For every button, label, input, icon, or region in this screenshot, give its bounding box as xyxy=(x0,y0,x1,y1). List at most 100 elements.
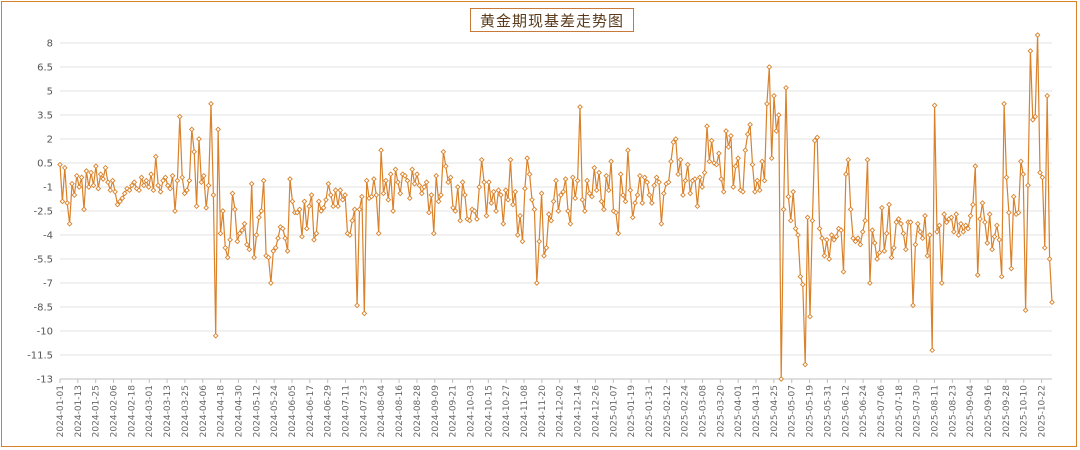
data-point xyxy=(351,206,358,213)
data-point xyxy=(378,147,384,154)
data-point xyxy=(622,198,629,205)
x-tick-label: 2025-09-04 xyxy=(966,385,976,438)
data-point xyxy=(447,174,454,181)
x-tick-label: 2024-02-18 xyxy=(127,385,137,438)
data-point xyxy=(397,190,404,197)
data-point xyxy=(871,240,878,246)
data-point xyxy=(488,200,495,206)
data-point xyxy=(804,214,811,221)
x-tick-label: 2024-04-06 xyxy=(199,385,209,438)
data-point xyxy=(526,171,533,178)
data-point xyxy=(725,144,732,150)
data-point xyxy=(641,174,648,181)
data-point xyxy=(368,193,375,200)
data-point xyxy=(136,187,142,194)
data-point xyxy=(732,163,739,170)
data-point xyxy=(787,217,794,224)
data-point xyxy=(831,236,837,243)
data-point xyxy=(646,192,653,198)
data-point xyxy=(416,182,423,189)
data-point xyxy=(258,208,265,214)
x-tick-label: 2025-03-20 xyxy=(716,385,726,438)
data-point xyxy=(327,192,334,198)
data-point xyxy=(426,209,432,216)
x-tick-label: 2024-11-08 xyxy=(520,385,530,438)
data-point xyxy=(531,206,538,213)
data-point xyxy=(785,193,792,200)
data-point xyxy=(114,201,121,208)
data-point xyxy=(900,230,907,237)
data-point xyxy=(991,233,998,240)
x-tick-label: 2024-07-11 xyxy=(342,385,352,437)
data-point xyxy=(1049,299,1055,306)
data-point xyxy=(749,161,756,168)
data-point xyxy=(677,156,684,163)
y-tick-label: 0.5 xyxy=(37,159,53,170)
data-point xyxy=(464,216,471,222)
data-point xyxy=(819,235,825,242)
data-point xyxy=(603,172,610,179)
x-tick-label: 2025-04-01 xyxy=(734,385,744,437)
data-point xyxy=(459,179,466,186)
data-point xyxy=(203,204,210,211)
data-point xyxy=(409,166,416,173)
data-point xyxy=(869,227,876,234)
data-point xyxy=(265,254,272,261)
x-tick-label: 2025-07-30 xyxy=(913,385,923,438)
y-tick-label: -5.5 xyxy=(33,255,53,266)
data-point xyxy=(119,195,126,202)
data-point xyxy=(713,161,720,168)
x-tick-label: 2025-07-18 xyxy=(895,385,905,438)
x-tick-label: 2024-12-26 xyxy=(591,385,601,438)
data-point xyxy=(510,201,516,208)
data-point xyxy=(768,155,775,162)
data-point xyxy=(867,280,873,286)
data-point xyxy=(337,187,344,194)
data-point xyxy=(1018,158,1024,165)
data-point xyxy=(404,177,411,184)
data-point xyxy=(88,169,94,176)
data-point xyxy=(965,225,971,232)
data-point xyxy=(383,177,389,184)
data-point xyxy=(117,198,123,205)
y-tick-label: 5 xyxy=(47,87,53,98)
data-point xyxy=(948,214,955,221)
data-point xyxy=(553,177,559,184)
data-point xyxy=(962,222,969,229)
data-point xyxy=(728,132,734,139)
data-point xyxy=(538,190,545,197)
data-point xyxy=(167,185,174,192)
x-tick-label: 2024-03-01 xyxy=(145,385,155,437)
x-tick-label: 2024-04-30 xyxy=(234,385,244,438)
data-point xyxy=(560,188,567,195)
x-tick-label: 2024-02-06 xyxy=(110,385,120,438)
data-point xyxy=(174,177,181,184)
data-point xyxy=(121,190,128,197)
data-point xyxy=(773,128,780,134)
data-point xyxy=(814,134,821,141)
data-point xyxy=(275,235,281,242)
data-point xyxy=(898,220,904,227)
data-point xyxy=(251,254,257,261)
data-point xyxy=(548,217,555,224)
data-point xyxy=(66,220,73,227)
x-axis-ticks: 2024-01-01 2024-01-13 2024-01-25 2024-02-06… xyxy=(56,379,1048,437)
data-point xyxy=(76,184,83,190)
data-point xyxy=(569,174,576,181)
x-tick-label: 2025-03-08 xyxy=(698,385,708,438)
data-point xyxy=(210,192,217,198)
data-point xyxy=(783,84,789,91)
data-point xyxy=(392,166,399,173)
x-tick-label: 2024-06-29 xyxy=(324,385,334,438)
data-point xyxy=(797,273,804,280)
data-point xyxy=(591,164,598,171)
data-point xyxy=(428,192,435,198)
data-point xyxy=(363,177,370,184)
data-point xyxy=(720,188,727,195)
data-point xyxy=(241,220,248,227)
data-point xyxy=(323,196,329,203)
data-point xyxy=(653,174,660,181)
data-point xyxy=(847,206,854,213)
data-point xyxy=(696,174,703,181)
